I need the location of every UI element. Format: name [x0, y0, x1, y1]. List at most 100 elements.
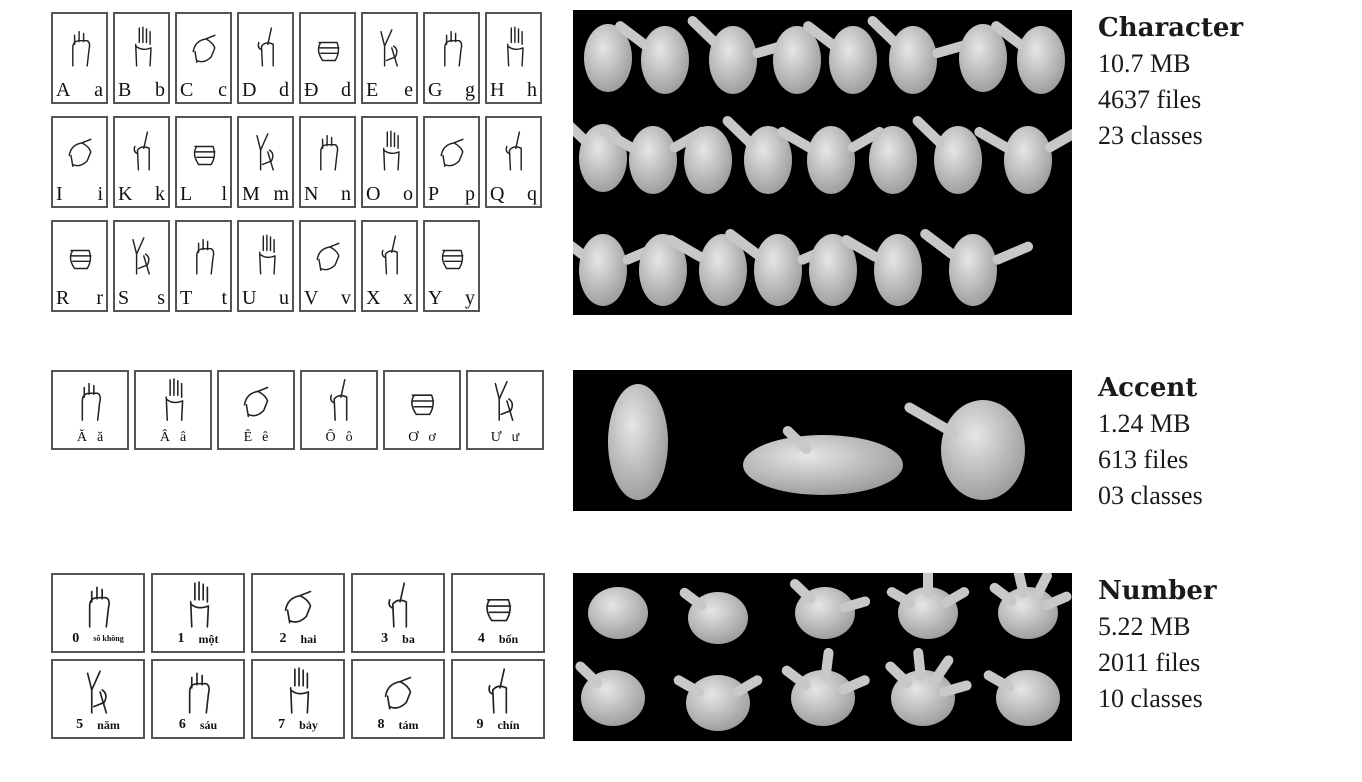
card-label-secondary: r [96, 287, 103, 309]
character-classes: 23 classes [1098, 121, 1203, 150]
hand-mask-blob [886, 573, 970, 639]
card-label-secondary: ê [262, 430, 269, 445]
card-label-secondary: ba [402, 632, 415, 646]
hand-sign-icon [310, 122, 346, 184]
card-label-primary: E [366, 79, 379, 101]
card-label-secondary: số không [93, 634, 124, 643]
hand-sign-icon [186, 122, 222, 184]
card-label-secondary: tám [398, 718, 419, 732]
hand-mask-blob [599, 126, 707, 194]
card-label-secondary: ư [511, 430, 520, 445]
card-label-secondary: một [198, 632, 219, 646]
card-label-primary: X [366, 287, 381, 309]
accent-classes: 03 classes [1098, 481, 1203, 510]
hand-mask-blob [588, 587, 648, 639]
card-label-secondary: s [157, 287, 165, 309]
hand-sign-icon [75, 579, 121, 635]
card-label-primary: Ơ [408, 430, 419, 445]
hand-mask-blob [912, 115, 982, 194]
hand-mask-blob [584, 24, 632, 92]
hand-sign-icon [62, 18, 98, 80]
card-label-secondary: g [465, 79, 475, 101]
card-label-primary: 1 [177, 631, 185, 646]
character-mask-images [573, 15, 1072, 306]
card-label-primary: I [56, 183, 63, 205]
hand-mask-blob [841, 234, 922, 306]
number-sign-card: 7 bảy [251, 659, 345, 739]
hand-sign-icon [124, 122, 160, 184]
number-size: 5.22 MB [1098, 612, 1191, 641]
hand-sign-icon [248, 122, 284, 184]
hand-sign-icon [175, 579, 221, 635]
hand-mask-blob [743, 425, 903, 495]
card-label-secondary: d [279, 79, 289, 101]
card-label-primary: B [118, 79, 132, 101]
card-label-secondary: m [273, 183, 289, 205]
character-stats: Character 10.7 MB 4637 files 23 classes [1098, 10, 1243, 154]
hand-mask-blob [773, 26, 821, 94]
hand-sign-icon [375, 579, 421, 635]
character-size: 10.7 MB [1098, 49, 1191, 78]
card-label: 2 hai [256, 629, 340, 649]
card-label-secondary: a [94, 79, 103, 101]
hand-sign-icon [434, 122, 470, 184]
hand-mask-blob [639, 234, 687, 306]
card-label-secondary: y [465, 287, 475, 309]
hand-sign-icon [496, 122, 532, 184]
hand-sign-icon [434, 18, 470, 80]
hand-sign-icon [475, 579, 521, 635]
card-label: 1 một [156, 629, 240, 649]
card-label-secondary: ă [96, 430, 104, 445]
card-label-secondary: ô [345, 430, 353, 445]
hand-sign-icon [310, 226, 346, 288]
hand-mask-blob [989, 573, 1072, 639]
hand-mask-blob [673, 675, 763, 731]
card-label-secondary: bốn [498, 632, 519, 646]
hand-mask-blob [608, 384, 668, 500]
card-label-primary: Ô [325, 430, 336, 445]
card-label: 3 ba [356, 629, 440, 649]
card-label-primary: G [428, 79, 443, 101]
card-label-primary: Đ [304, 79, 319, 101]
card-label-secondary: hai [300, 632, 317, 646]
card-label: 5 năm [56, 715, 140, 735]
accent-title: Accent [1098, 373, 1198, 403]
number-sign-card: 3 ba [351, 573, 445, 653]
accent-size: 1.24 MB [1098, 409, 1191, 438]
hand-sign-icon [75, 665, 121, 721]
hand-sign-icon [372, 18, 408, 80]
card-label-primary: 0 [72, 631, 80, 646]
number-sign-card: 2 hai [251, 573, 345, 653]
hand-sign-icon [372, 226, 408, 288]
hand-mask-blob [684, 126, 732, 194]
card-label-primary: 8 [377, 717, 385, 732]
hand-mask-blob [573, 113, 627, 192]
card-label-primary: S [118, 287, 130, 309]
hand-sign-icon [372, 122, 408, 184]
hand-sign-icon [60, 376, 120, 428]
card-label-primary: 2 [279, 631, 287, 646]
hand-sign-icon [143, 376, 203, 428]
number-sign-card: 8 tám [351, 659, 445, 739]
card-label-secondary: u [279, 287, 289, 309]
